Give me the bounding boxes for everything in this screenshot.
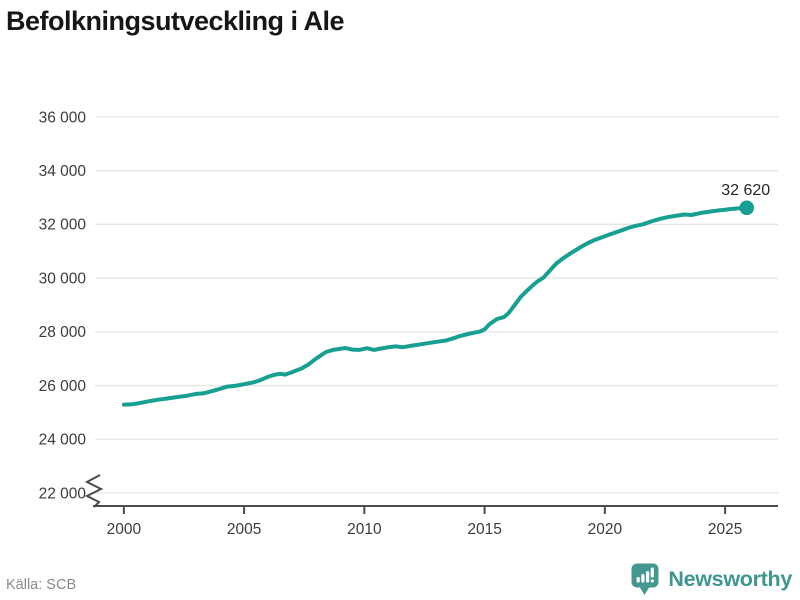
x-tick-label: 2025: [708, 521, 742, 538]
y-tick-label: 30 000: [39, 270, 87, 287]
population-series-line: [121, 205, 749, 407]
y-tick-label: 36 000: [39, 109, 87, 126]
x-tick-label: 2020: [588, 521, 623, 538]
y-tick-label: 28 000: [39, 324, 87, 341]
y-tick-label: 26 000: [39, 378, 87, 395]
y-tick-label: 24 000: [39, 432, 87, 449]
x-tick-label: 2015: [467, 521, 501, 538]
y-tick-label: 22 000: [39, 485, 87, 502]
x-tick-label: 2000: [107, 521, 142, 538]
newsworthy-wordmark: Newsworthy: [668, 567, 792, 591]
last-value-label: 32 620: [721, 182, 770, 199]
last-value-dot: [739, 200, 755, 216]
chart-title: Befolkningsutveckling i Ale: [6, 6, 345, 36]
x-tick-label: 2005: [227, 521, 261, 538]
y-tick-label: 34 000: [39, 163, 87, 180]
x-tick-label: 2010: [347, 521, 382, 538]
source-label: Källa: SCB: [6, 577, 77, 593]
y-tick-label: 32 000: [39, 217, 87, 234]
axis-break-icon: [84, 474, 104, 508]
newsworthy-logo: Newsworthy: [630, 563, 792, 596]
bar-chart-speech-bubble-icon: [631, 563, 659, 595]
